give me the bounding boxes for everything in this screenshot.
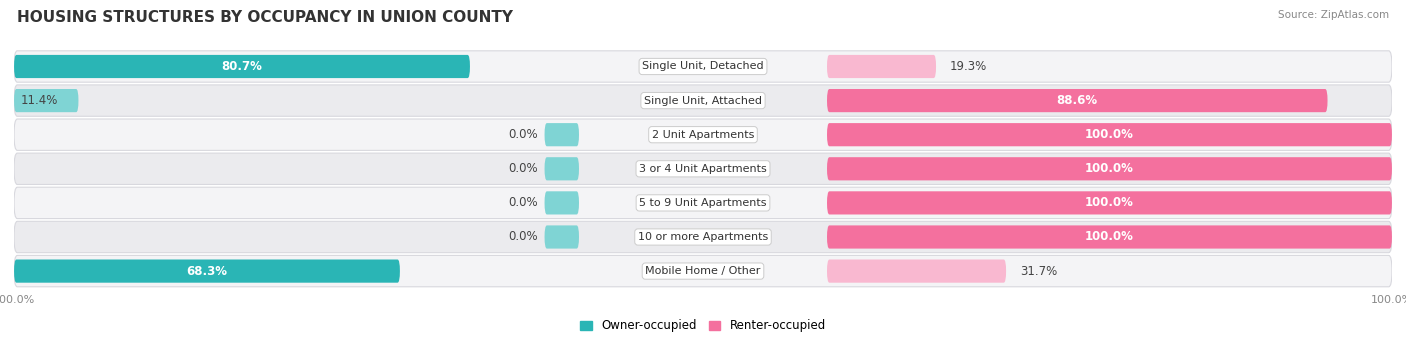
FancyBboxPatch shape [544, 157, 579, 180]
FancyBboxPatch shape [14, 55, 470, 78]
Text: Single Unit, Detached: Single Unit, Detached [643, 61, 763, 72]
Legend: Owner-occupied, Renter-occupied: Owner-occupied, Renter-occupied [575, 315, 831, 337]
Text: 100.0%: 100.0% [1085, 231, 1133, 243]
FancyBboxPatch shape [827, 225, 1392, 249]
Text: 68.3%: 68.3% [187, 265, 228, 278]
FancyBboxPatch shape [14, 119, 1392, 150]
Text: 0.0%: 0.0% [508, 196, 537, 209]
Text: Source: ZipAtlas.com: Source: ZipAtlas.com [1278, 10, 1389, 20]
Text: 0.0%: 0.0% [508, 128, 537, 141]
Text: 0.0%: 0.0% [508, 231, 537, 243]
Text: 2 Unit Apartments: 2 Unit Apartments [652, 130, 754, 140]
Text: 11.4%: 11.4% [21, 94, 58, 107]
Text: Single Unit, Attached: Single Unit, Attached [644, 95, 762, 106]
FancyBboxPatch shape [827, 55, 936, 78]
Text: 0.0%: 0.0% [508, 162, 537, 175]
FancyBboxPatch shape [827, 123, 1392, 146]
Text: 100.0%: 100.0% [1085, 162, 1133, 175]
FancyBboxPatch shape [544, 123, 579, 146]
FancyBboxPatch shape [14, 153, 1392, 184]
Text: 100.0%: 100.0% [1085, 196, 1133, 209]
Text: 3 or 4 Unit Apartments: 3 or 4 Unit Apartments [640, 164, 766, 174]
FancyBboxPatch shape [14, 85, 1392, 116]
FancyBboxPatch shape [14, 51, 1392, 82]
Text: 100.0%: 100.0% [1085, 128, 1133, 141]
FancyBboxPatch shape [544, 191, 579, 214]
FancyBboxPatch shape [827, 191, 1392, 214]
FancyBboxPatch shape [544, 225, 579, 249]
FancyBboxPatch shape [14, 260, 399, 283]
Text: 31.7%: 31.7% [1019, 265, 1057, 278]
FancyBboxPatch shape [14, 187, 1392, 219]
Text: 10 or more Apartments: 10 or more Apartments [638, 232, 768, 242]
Text: 19.3%: 19.3% [950, 60, 987, 73]
Text: HOUSING STRUCTURES BY OCCUPANCY IN UNION COUNTY: HOUSING STRUCTURES BY OCCUPANCY IN UNION… [17, 10, 513, 25]
FancyBboxPatch shape [14, 255, 1392, 287]
FancyBboxPatch shape [827, 260, 1007, 283]
FancyBboxPatch shape [827, 157, 1392, 180]
Text: 5 to 9 Unit Apartments: 5 to 9 Unit Apartments [640, 198, 766, 208]
FancyBboxPatch shape [14, 221, 1392, 253]
Text: 88.6%: 88.6% [1057, 94, 1098, 107]
Text: Mobile Home / Other: Mobile Home / Other [645, 266, 761, 276]
FancyBboxPatch shape [14, 89, 79, 112]
FancyBboxPatch shape [827, 89, 1327, 112]
Text: 80.7%: 80.7% [222, 60, 263, 73]
